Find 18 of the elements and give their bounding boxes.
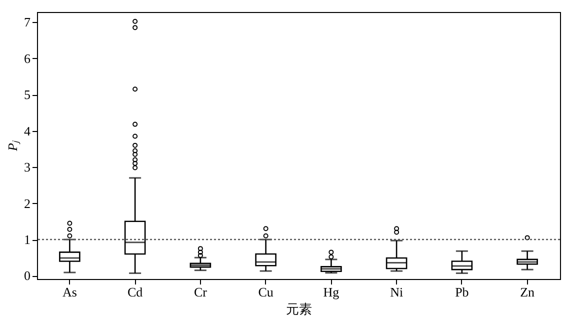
x-tick-label: Cd — [127, 284, 144, 300]
x-tick-label: Cu — [258, 284, 274, 300]
y-tick-label: 7 — [24, 14, 31, 30]
y-tick-label: 2 — [24, 196, 30, 211]
x-tick-label: Hg — [323, 284, 340, 300]
y-tick-label: 6 — [24, 50, 31, 66]
y-axis-title: Pⱼ — [5, 140, 21, 152]
y-tick-label: 3 — [24, 160, 30, 175]
y-tick-label: 0 — [24, 268, 30, 284]
y-tick-label: 1 — [24, 232, 30, 248]
x-tick-label: Ni — [390, 284, 404, 300]
x-tick-label: As — [62, 284, 77, 300]
x-tick-label: Pb — [455, 284, 469, 300]
y-tick-label: 5 — [24, 87, 30, 102]
y-tick-label: 4 — [24, 123, 31, 138]
x-axis-title: 元素 — [286, 302, 312, 316]
x-tick-label: Cr — [194, 284, 208, 300]
x-tick-label: Zn — [520, 284, 536, 300]
